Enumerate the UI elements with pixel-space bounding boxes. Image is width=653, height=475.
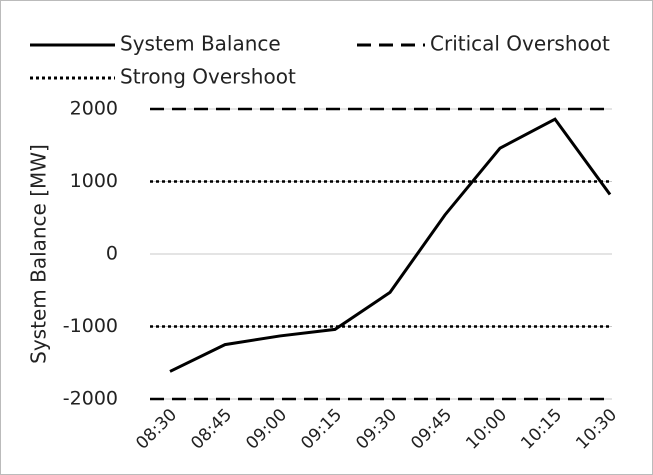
y-tick-label: -2000 — [63, 388, 118, 410]
y-tick-label: 1000 — [70, 170, 118, 192]
y-tick-label: 0 — [106, 243, 118, 265]
y-tick-label: -1000 — [63, 315, 118, 337]
y-tick-label: 2000 — [70, 98, 118, 120]
legend-label: Critical Overshoot — [430, 32, 610, 56]
data-line — [169, 117, 612, 373]
y-axis-label: System Balance [MW] — [27, 144, 51, 364]
legend-label: Strong Overshoot — [120, 65, 296, 89]
legend-label: System Balance — [120, 32, 281, 56]
